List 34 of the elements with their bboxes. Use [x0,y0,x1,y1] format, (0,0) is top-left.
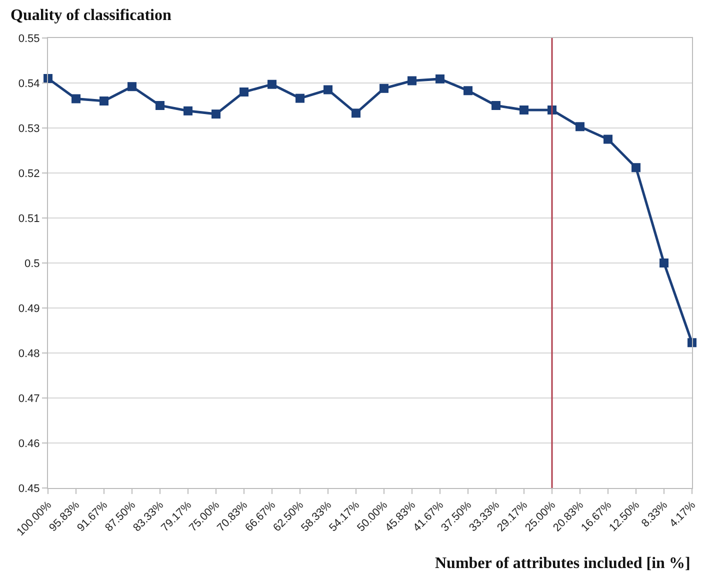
y-tick-label: 0.5 [24,258,40,270]
point [156,101,164,110]
point [380,84,388,93]
y-tick-label: 0.47 [18,392,40,405]
point [352,108,360,118]
y-tick-label: 0.46 [18,438,40,450]
point [128,82,136,92]
point [100,96,108,106]
point [604,134,612,144]
y-tick-label: 0.45 [18,482,40,495]
chart-title: Quality of classification [10,6,172,24]
point [632,163,640,172]
y-tick-label: 0.52 [18,168,40,180]
point [492,101,500,110]
point [464,86,472,96]
point [520,106,528,114]
point [240,88,248,96]
point [436,74,444,84]
point [212,110,220,119]
y-tick-label: 0.51 [18,212,40,225]
y-tick-label: 0.55 [18,32,40,45]
point [296,94,304,103]
y-tick-label: 0.49 [18,302,40,315]
point [408,76,416,86]
y-tick-label: 0.53 [18,122,40,135]
y-tick-label: 0.48 [18,348,40,360]
x-axis-title: Number of attributes included [in %] [435,555,690,572]
point [184,106,192,116]
point [660,258,668,268]
y-tick-label: 0.54 [18,78,40,90]
point [324,85,332,94]
point [268,80,276,89]
point [72,94,80,104]
point [576,122,584,132]
